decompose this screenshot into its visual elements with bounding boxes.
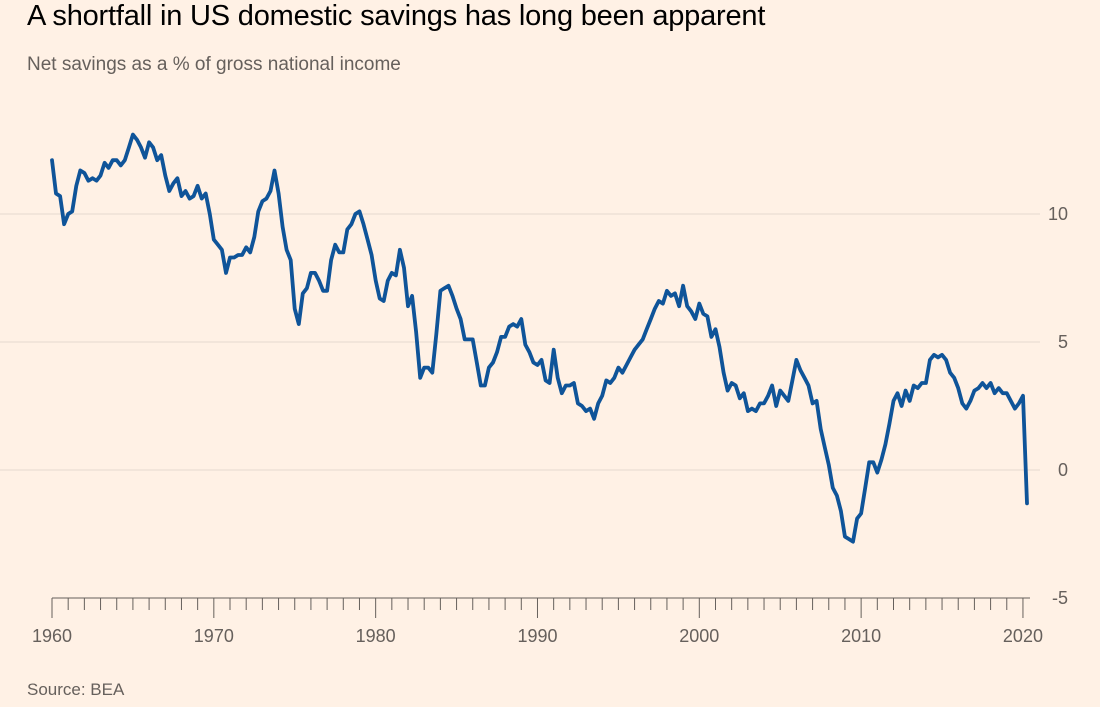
x-tick-label: 1970 <box>194 626 234 646</box>
y-tick-label: 5 <box>1058 332 1068 352</box>
y-gridlines <box>0 213 1040 471</box>
x-tick-label: 1960 <box>32 626 72 646</box>
x-tick-label: 2010 <box>841 626 881 646</box>
y-tick-labels: -5 0 5 10 <box>1048 204 1068 608</box>
source-note: Source: BEA <box>27 680 125 699</box>
x-tick-label: 2020 <box>1003 626 1043 646</box>
y-tick-label: 10 <box>1048 204 1068 224</box>
y-tick-label: -5 <box>1052 588 1068 608</box>
x-tick-label: 2000 <box>679 626 719 646</box>
x-axis: 1960 1970 1980 1990 2000 2010 2020 <box>32 597 1043 646</box>
chart-title: A shortfall in US domestic savings has l… <box>27 0 766 32</box>
chart-subtitle: Net savings as a % of gross national inc… <box>27 54 401 75</box>
x-tick-label: 1980 <box>356 626 396 646</box>
savings-series-line <box>50 132 1029 544</box>
x-tick-label: 1990 <box>517 626 557 646</box>
y-tick-label: 0 <box>1058 460 1068 480</box>
